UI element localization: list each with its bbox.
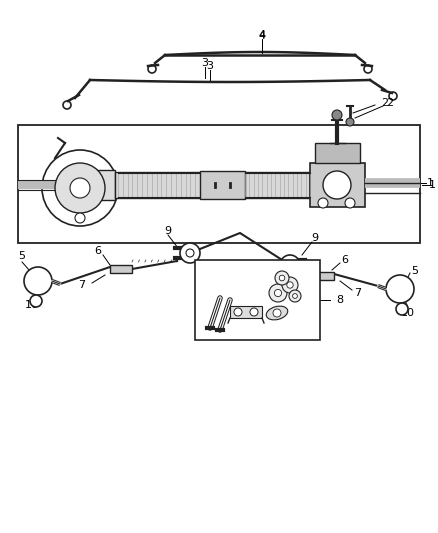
Text: 9: 9 [311,233,318,243]
Text: 4: 4 [258,30,265,40]
Bar [315,143,360,163]
Circle shape [148,65,156,73]
Circle shape [280,255,300,275]
Circle shape [55,163,105,213]
Bar [115,172,310,198]
Bar [18,125,420,243]
Text: 1: 1 [428,180,435,190]
Text: 7: 7 [78,280,85,290]
Circle shape [70,178,90,198]
Text: 2: 2 [381,98,389,108]
Text: 3: 3 [206,61,213,71]
Circle shape [180,243,200,263]
Circle shape [389,92,397,100]
Circle shape [282,277,298,293]
Circle shape [250,308,258,316]
Circle shape [275,271,289,285]
Circle shape [269,284,287,302]
Text: 5: 5 [411,266,418,276]
Circle shape [286,261,294,269]
Circle shape [332,110,342,120]
Text: 1: 1 [427,178,434,188]
Circle shape [24,267,52,295]
Circle shape [234,308,242,316]
Text: 5: 5 [18,251,25,261]
Text: 8: 8 [336,295,343,305]
Circle shape [386,275,414,303]
Circle shape [186,249,194,257]
Text: 7: 7 [354,288,361,298]
Text: 10: 10 [25,300,39,310]
Circle shape [346,118,354,126]
Bar [310,163,365,207]
Circle shape [287,282,293,288]
Text: 3: 3 [201,58,208,68]
Text: 4: 4 [258,31,265,41]
Circle shape [396,303,408,315]
Ellipse shape [266,306,288,320]
Circle shape [30,295,42,307]
Circle shape [273,309,281,317]
Circle shape [323,171,351,199]
Circle shape [364,65,372,73]
Circle shape [289,290,301,302]
Circle shape [345,198,355,208]
Text: 10: 10 [401,308,415,318]
Bar [200,171,245,199]
Bar [195,260,320,340]
Text: 2: 2 [386,98,394,108]
Bar [230,306,262,318]
Bar [110,265,132,273]
Bar [312,272,334,280]
Text: 6: 6 [342,255,349,265]
Circle shape [293,294,297,298]
Circle shape [274,289,282,296]
Circle shape [63,101,71,109]
Bar [80,170,115,200]
Text: 6: 6 [95,246,102,256]
Circle shape [318,198,328,208]
Circle shape [75,213,85,223]
Circle shape [279,275,285,281]
Circle shape [42,150,118,226]
Text: 9: 9 [164,226,172,236]
